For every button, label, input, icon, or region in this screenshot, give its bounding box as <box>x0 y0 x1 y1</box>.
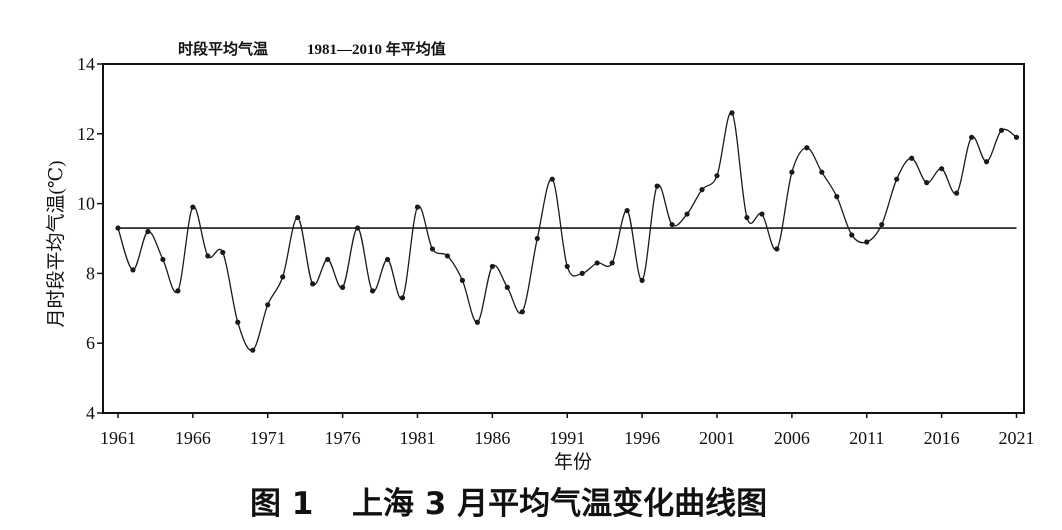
data-point-2018 <box>968 134 975 140</box>
data-point-1965 <box>175 288 181 294</box>
series-line-period-mean <box>117 112 1017 352</box>
data-point-1996 <box>639 277 645 283</box>
data-point-1989 <box>534 235 540 242</box>
data-point-1993 <box>594 260 600 266</box>
y-tick-label: 12 <box>77 124 95 144</box>
data-point-2013 <box>894 176 900 182</box>
data-point-1984 <box>459 277 466 283</box>
chart-title: 上海 3 月平均气温变化曲线图 <box>352 486 767 522</box>
data-point-1997 <box>654 183 660 189</box>
x-tick-label: 1961 <box>100 428 136 448</box>
data-point-2003 <box>744 214 750 221</box>
data-point-2005 <box>774 246 780 252</box>
y-tick-label: 10 <box>77 194 95 214</box>
data-point-1966 <box>190 204 196 210</box>
data-point-1961 <box>115 225 121 231</box>
data-point-2004 <box>759 211 765 217</box>
data-point-2016 <box>939 166 945 172</box>
data-point-1964 <box>160 256 166 263</box>
data-point-1990 <box>549 176 555 182</box>
plot-frame <box>102 63 1025 414</box>
x-axis: 1961 1966 1971 1976 1981 1986 1991 1996 2001 2006… <box>100 413 1035 448</box>
data-point-1963 <box>145 228 151 235</box>
data-point-1977 <box>354 225 361 231</box>
legend-entry-period-mean: 时段平均气温 <box>178 40 268 58</box>
data-point-2008 <box>819 169 825 175</box>
x-tick-label: 2011 <box>849 428 884 448</box>
x-tick-label: 1981 <box>399 428 435 448</box>
data-point-1991 <box>564 263 570 270</box>
data-point-1995 <box>624 207 630 214</box>
data-points <box>115 110 1020 353</box>
data-point-2015 <box>924 180 930 186</box>
data-point-1972 <box>280 274 286 280</box>
data-point-2002 <box>729 110 735 116</box>
y-tick-label: 8 <box>86 263 95 283</box>
x-tick-label: 1996 <box>624 428 660 448</box>
x-tick-label: 2021 <box>999 428 1035 448</box>
data-point-1998 <box>669 221 675 228</box>
data-point-1975 <box>325 256 331 263</box>
data-point-1969 <box>235 319 241 325</box>
data-point-2001 <box>714 173 720 179</box>
data-point-1987 <box>504 284 510 290</box>
data-point-1982 <box>429 246 436 252</box>
y-tick-label: 6 <box>86 333 95 353</box>
x-tick-label: 1966 <box>175 428 211 448</box>
data-point-2014 <box>909 155 915 161</box>
data-point-1967 <box>205 253 211 259</box>
data-point-1974 <box>310 281 316 287</box>
legend: 时段平均气温 1981—2010 年平均值 <box>178 40 446 58</box>
data-point-2021 <box>1013 134 1020 140</box>
data-point-1992 <box>579 270 585 276</box>
data-point-2007 <box>804 145 810 151</box>
data-point-2017 <box>954 190 960 196</box>
data-point-2006 <box>789 169 795 175</box>
data-point-1994 <box>609 260 615 266</box>
x-axis-label: 年份 <box>554 451 592 473</box>
x-tick-label: 2006 <box>774 428 810 448</box>
data-point-2000 <box>699 187 705 193</box>
data-point-1983 <box>444 253 451 259</box>
data-point-1999 <box>684 211 690 217</box>
data-point-1971 <box>265 302 271 308</box>
data-point-1978 <box>369 288 376 294</box>
data-point-1986 <box>489 263 495 270</box>
data-point-2009 <box>834 194 840 200</box>
figure-label: 图 1 <box>250 486 313 522</box>
x-tick-label: 1976 <box>325 428 361 448</box>
x-tick-label: 2001 <box>699 428 735 448</box>
data-point-1962 <box>130 267 136 273</box>
data-point-2011 <box>864 239 870 245</box>
data-point-1976 <box>340 284 346 290</box>
x-tick-label: 1971 <box>250 428 286 448</box>
data-point-2010 <box>849 232 855 238</box>
x-tick-label: 1986 <box>474 428 510 448</box>
data-point-1985 <box>474 319 480 325</box>
data-point-1970 <box>250 347 256 353</box>
data-point-1979 <box>384 256 391 263</box>
data-point-1980 <box>399 295 406 301</box>
legend-entry-1981-2010-mean: 1981—2010 年平均值 <box>307 40 446 58</box>
x-tick-label: 1991 <box>549 428 585 448</box>
data-point-2020 <box>998 127 1005 133</box>
data-point-1973 <box>295 214 301 221</box>
data-point-2012 <box>879 221 885 228</box>
y-tick-label: 14 <box>77 54 95 74</box>
data-point-2019 <box>983 159 990 165</box>
x-tick-label: 2016 <box>924 428 960 448</box>
data-point-1988 <box>519 309 525 315</box>
data-point-1981 <box>414 204 421 210</box>
y-axis-label: 月时段平均气温(℃) <box>45 161 67 328</box>
y-tick-label: 4 <box>86 403 95 423</box>
data-point-1968 <box>220 249 226 256</box>
y-axis: 4 6 8 10 12 14 <box>77 54 103 423</box>
